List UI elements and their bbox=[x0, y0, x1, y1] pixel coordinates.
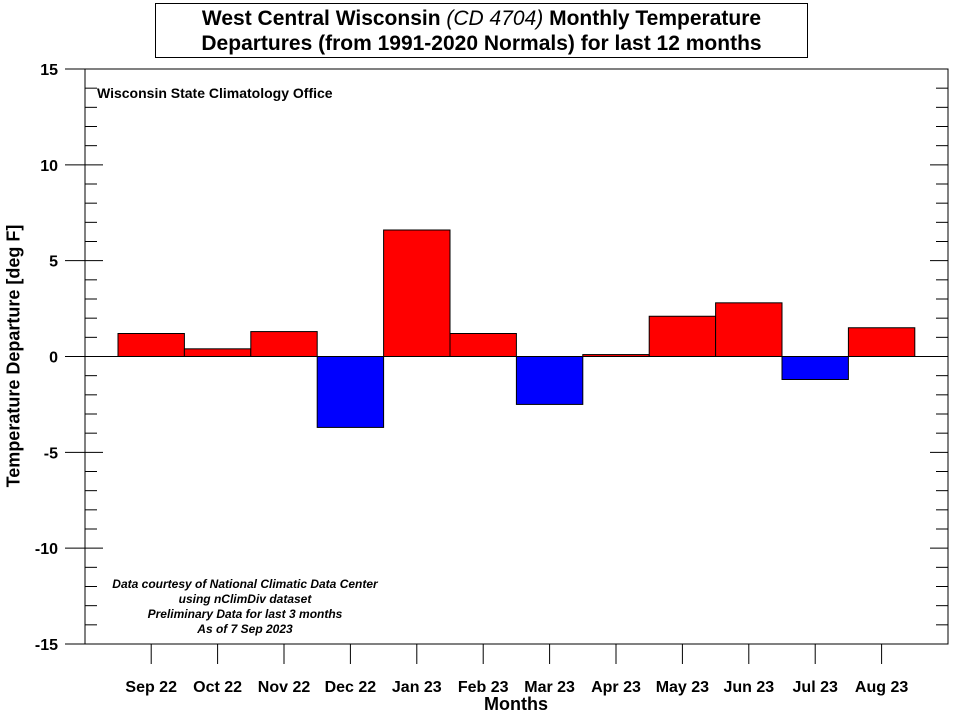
data-notes: Data courtesy of National Climatic Data … bbox=[80, 577, 410, 637]
title-line1-suffix: Monthly Temperature bbox=[543, 7, 762, 30]
x-tick-label: Dec 22 bbox=[325, 679, 377, 696]
bar bbox=[183, 348, 252, 358]
y-tick-label: 15 bbox=[40, 62, 58, 79]
y-tick-label: 10 bbox=[40, 158, 58, 175]
y-axis-label: Temperature Departure [deg F] bbox=[3, 224, 24, 488]
title-line1-italic: (CD 4704) bbox=[446, 7, 544, 30]
note-line: As of 7 Sep 2023 bbox=[197, 622, 293, 636]
bar bbox=[117, 333, 185, 357]
x-tick-label: Aug 23 bbox=[855, 679, 908, 696]
bar bbox=[781, 356, 849, 380]
bar bbox=[715, 302, 783, 358]
bar bbox=[648, 315, 717, 357]
x-tick-label: Sep 22 bbox=[125, 679, 177, 696]
note-line: Preliminary Data for last 3 months bbox=[147, 607, 343, 621]
title-line2: Departures (from 1991-2020 Normals) for … bbox=[201, 32, 762, 55]
bar bbox=[515, 356, 584, 405]
title-line1-prefix: West Central Wisconsin bbox=[201, 7, 447, 30]
y-tick-label: 0 bbox=[49, 350, 58, 367]
x-tick-label: Jun 23 bbox=[723, 679, 774, 696]
note-line: using nClimDiv dataset bbox=[178, 592, 312, 606]
chart-title: West Central Wisconsin (CD 4704) Monthly… bbox=[155, 3, 808, 58]
bar bbox=[582, 354, 650, 358]
bar bbox=[316, 356, 385, 428]
note-line: Data courtesy of National Climatic Data … bbox=[112, 577, 378, 591]
bar bbox=[847, 327, 916, 357]
x-tick-label: Apr 23 bbox=[591, 679, 641, 696]
x-tick-label: Oct 22 bbox=[193, 679, 242, 696]
y-tick-label: -5 bbox=[44, 445, 58, 462]
bar bbox=[250, 331, 318, 358]
x-tick-label: Jan 23 bbox=[392, 679, 442, 696]
x-axis-label: Months bbox=[484, 694, 548, 714]
x-tick-label: Feb 23 bbox=[458, 679, 509, 696]
x-tick-label: Nov 22 bbox=[258, 679, 311, 696]
x-tick-label: Jul 23 bbox=[793, 679, 838, 696]
y-tick-label: -10 bbox=[35, 541, 58, 558]
bar bbox=[383, 229, 451, 357]
y-tick-label: 5 bbox=[49, 254, 58, 271]
x-tick-label: May 23 bbox=[656, 679, 709, 696]
x-tick-label: Mar 23 bbox=[524, 679, 575, 696]
bar bbox=[449, 333, 517, 357]
source-label: Wisconsin State Climatology Office bbox=[97, 85, 333, 101]
y-tick-label: -15 bbox=[35, 637, 58, 654]
